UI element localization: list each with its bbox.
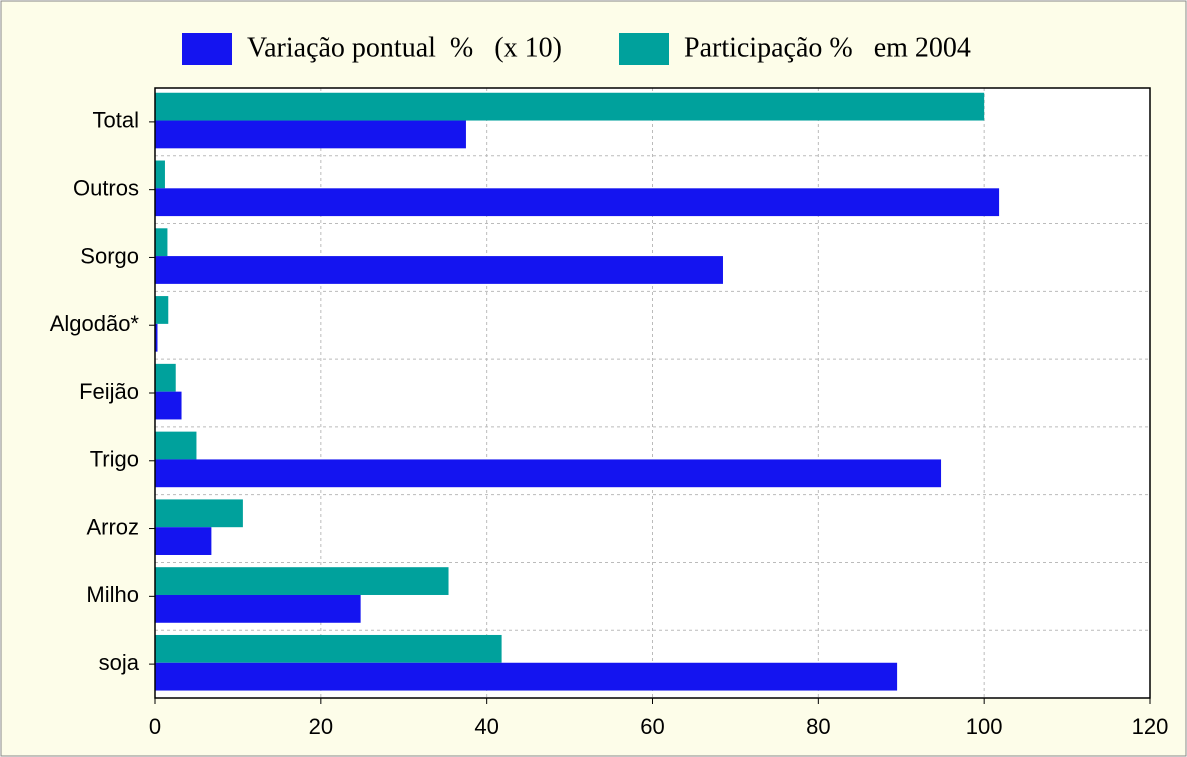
y-tick-label: Outros xyxy=(73,175,139,200)
bar xyxy=(155,594,361,623)
x-tick-label: 0 xyxy=(149,714,161,739)
y-tick-label: Total xyxy=(93,108,139,133)
bar xyxy=(155,363,176,392)
x-tick-label: 120 xyxy=(1132,714,1169,739)
bar xyxy=(155,634,502,663)
x-tick-label: 20 xyxy=(309,714,333,739)
bar xyxy=(155,391,182,420)
legend-swatch xyxy=(182,33,232,65)
y-tick-label: Arroz xyxy=(86,514,139,539)
bar xyxy=(155,188,1000,217)
bar xyxy=(155,499,243,528)
bar xyxy=(155,120,466,149)
x-tick-label: 80 xyxy=(806,714,830,739)
bar xyxy=(155,256,723,284)
bar xyxy=(155,459,942,488)
y-tick-label: Trigo xyxy=(90,447,139,472)
legend-swatch xyxy=(619,33,669,65)
y-tick-label: Algodão* xyxy=(50,311,140,336)
legend-label: Variação pontual % (x 10) xyxy=(247,32,562,63)
bar xyxy=(155,228,168,257)
bar xyxy=(155,662,898,691)
x-tick-label: 100 xyxy=(966,714,1003,739)
x-tick-label: 40 xyxy=(474,714,498,739)
bar xyxy=(155,92,985,121)
bar xyxy=(155,323,158,352)
y-tick-label: soja xyxy=(99,650,140,675)
x-tick-label: 60 xyxy=(640,714,664,739)
legend-label: Participação % em 2004 xyxy=(684,32,971,63)
bar xyxy=(155,431,197,460)
bar xyxy=(155,160,165,189)
plot-frame xyxy=(154,87,1151,699)
bar xyxy=(155,567,449,595)
y-tick-label: Milho xyxy=(86,582,139,607)
y-tick-label: Sorgo xyxy=(80,243,139,268)
bar xyxy=(155,296,169,324)
y-tick-label: Feijão xyxy=(79,379,139,404)
bar xyxy=(155,527,212,555)
